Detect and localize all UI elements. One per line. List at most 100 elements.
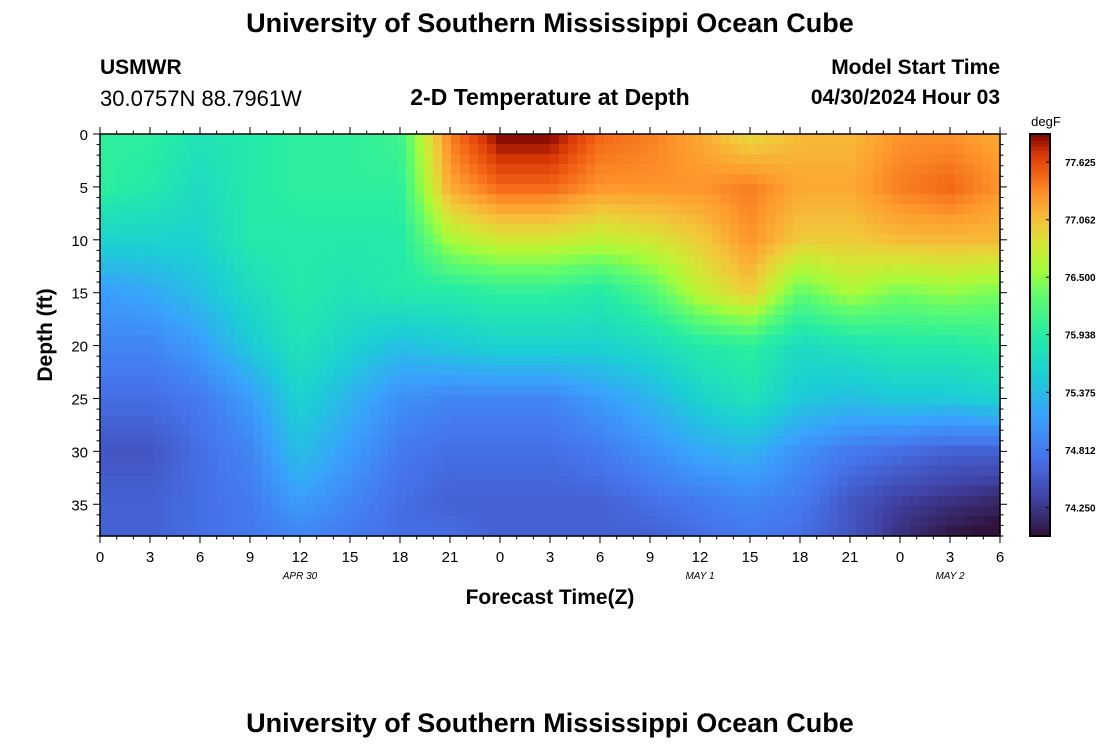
heatmap-cell — [829, 395, 839, 406]
heatmap-cell — [352, 214, 362, 226]
colorbar-segment — [1030, 170, 1050, 175]
heatmap-cell — [334, 485, 344, 497]
heatmap-cell — [973, 405, 983, 416]
heatmap-cell — [568, 154, 578, 165]
heatmap-cell — [613, 194, 623, 205]
heatmap-cell — [559, 244, 569, 256]
heatmap-cell — [208, 204, 218, 215]
heatmap-cell — [613, 435, 623, 447]
heatmap-cell — [154, 475, 164, 487]
heatmap-cell — [307, 304, 317, 316]
heatmap-cell — [118, 525, 128, 537]
heatmap-cell — [442, 164, 452, 175]
heatmap-cell — [136, 475, 146, 487]
heatmap-cell — [820, 495, 830, 507]
heatmap-cell — [262, 465, 272, 477]
heatmap-cell — [505, 475, 515, 487]
heatmap-cell — [325, 204, 335, 215]
heatmap-cell — [694, 234, 704, 246]
heatmap-cell — [307, 154, 317, 165]
heatmap-cell — [847, 405, 857, 416]
heatmap-cell — [208, 475, 218, 487]
colorbar-segment — [1030, 348, 1050, 353]
heatmap-cell — [478, 465, 488, 477]
heatmap-cell — [757, 365, 767, 376]
heatmap-cell — [199, 385, 209, 396]
heatmap-cell — [163, 294, 173, 306]
heatmap-cell — [640, 515, 650, 527]
heatmap-cell — [883, 355, 893, 366]
heatmap-cell — [586, 395, 596, 406]
heatmap-cell — [946, 445, 956, 457]
heatmap-cell — [217, 345, 227, 356]
heatmap-cell — [973, 174, 983, 185]
heatmap-cell — [604, 244, 614, 256]
heatmap-cell — [298, 425, 308, 437]
heatmap-cell — [910, 264, 920, 276]
heatmap-cell — [127, 415, 137, 427]
heatmap-cell — [487, 264, 497, 276]
heatmap-cell — [991, 455, 1001, 467]
heatmap-cell — [424, 505, 434, 517]
heatmap-cell — [298, 525, 308, 537]
heatmap-cell — [811, 154, 821, 165]
heatmap-cell — [586, 184, 596, 195]
heatmap-cell — [892, 395, 902, 406]
colorbar-segment — [1030, 237, 1050, 242]
heatmap-cell — [982, 194, 992, 205]
heatmap-cell — [451, 184, 461, 195]
heatmap-cell — [667, 304, 677, 316]
heatmap-cell — [586, 214, 596, 226]
heatmap-cell — [343, 405, 353, 416]
heatmap-cell — [748, 144, 758, 155]
heatmap-cell — [505, 355, 515, 366]
heatmap-cell — [523, 174, 533, 185]
heatmap-cell — [694, 375, 704, 386]
heatmap-cell — [514, 274, 524, 286]
heatmap-cell — [721, 395, 731, 406]
heatmap-cell — [208, 134, 218, 145]
heatmap-cell — [280, 324, 290, 336]
heatmap-cell — [892, 164, 902, 175]
heatmap-cell — [568, 274, 578, 286]
heatmap-cell — [937, 475, 947, 487]
heatmap-cell — [856, 324, 866, 336]
heatmap-cell — [883, 485, 893, 497]
heatmap-cell — [703, 214, 713, 226]
heatmap-cell — [901, 244, 911, 256]
heatmap-cell — [568, 174, 578, 185]
heatmap-cell — [298, 455, 308, 467]
heatmap-cell — [127, 314, 137, 326]
heatmap-cell — [244, 515, 254, 527]
heatmap-cell — [874, 365, 884, 376]
heatmap-cell — [460, 435, 470, 447]
heatmap-cell — [721, 435, 731, 447]
heatmap-cell — [307, 234, 317, 246]
heatmap-cell — [505, 324, 515, 336]
heatmap-cell — [883, 475, 893, 487]
heatmap-cell — [523, 254, 533, 266]
heatmap-cell — [640, 365, 650, 376]
heatmap-cell — [820, 314, 830, 326]
heatmap-cell — [334, 194, 344, 205]
heatmap-cell — [793, 174, 803, 185]
heatmap-cell — [316, 294, 326, 306]
heatmap-cell — [199, 134, 209, 145]
heatmap-cell — [388, 244, 398, 256]
heatmap-cell — [739, 485, 749, 497]
heatmap-cell — [469, 375, 479, 386]
heatmap-cell — [271, 485, 281, 497]
heatmap-cell — [262, 314, 272, 326]
heatmap-cell — [703, 294, 713, 306]
heatmap-cell — [325, 495, 335, 507]
heatmap-cell — [415, 435, 425, 447]
heatmap-cell — [505, 294, 515, 306]
heatmap-cell — [658, 304, 668, 316]
heatmap-cell — [541, 385, 551, 396]
heatmap-cell — [379, 314, 389, 326]
heatmap-cell — [235, 144, 245, 155]
heatmap-cell — [982, 244, 992, 256]
heatmap-cell — [811, 465, 821, 477]
heatmap-cell — [622, 525, 632, 537]
heatmap-cell — [703, 234, 713, 246]
